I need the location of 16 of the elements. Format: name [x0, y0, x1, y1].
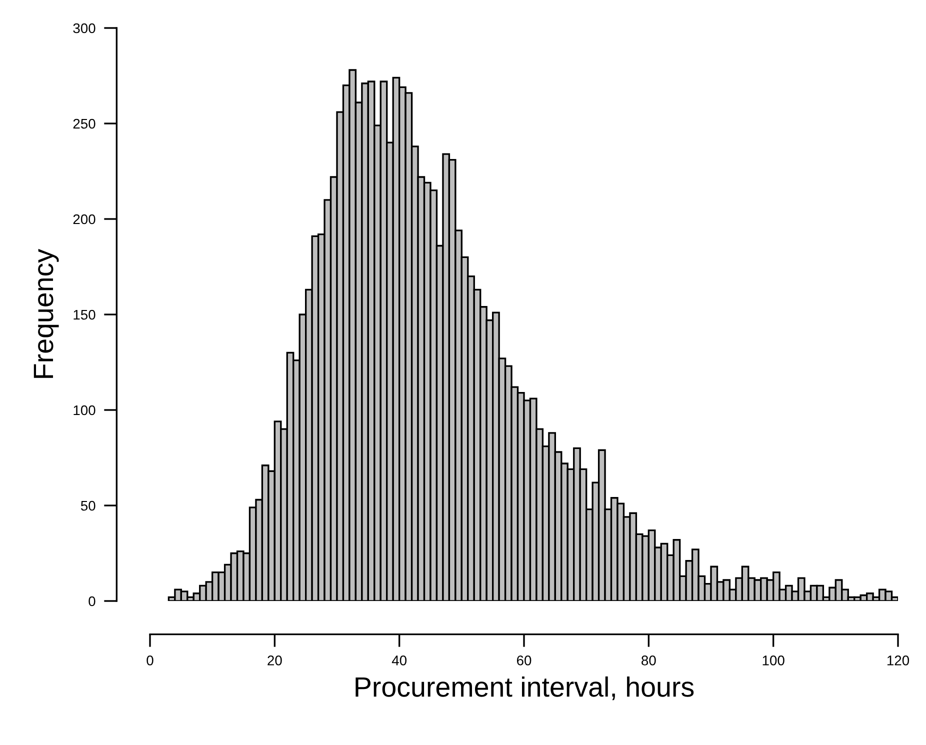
x-tick-label: 120 [887, 656, 910, 666]
x-tick-label: 40 [392, 656, 407, 666]
x-tick-label: 100 [762, 656, 784, 666]
y-tick-label: 50 [80, 500, 96, 511]
x-tick-label: 20 [268, 656, 282, 666]
y-tick-label: 250 [73, 118, 96, 129]
x-tick-label: 60 [516, 656, 532, 666]
x-tick-label: 80 [642, 656, 656, 666]
y-tick-label: 0 [88, 596, 96, 606]
y-tick-label: 300 [73, 23, 96, 34]
y-tick-label: 100 [74, 405, 96, 416]
x-axis-title: Procurement interval, hours [356, 676, 694, 700]
y-tick-label: 150 [74, 310, 96, 320]
y-axis-title: Frequency [34, 248, 59, 378]
x-tick-label: 0 [146, 656, 154, 666]
y-tick-label: 200 [73, 214, 96, 224]
